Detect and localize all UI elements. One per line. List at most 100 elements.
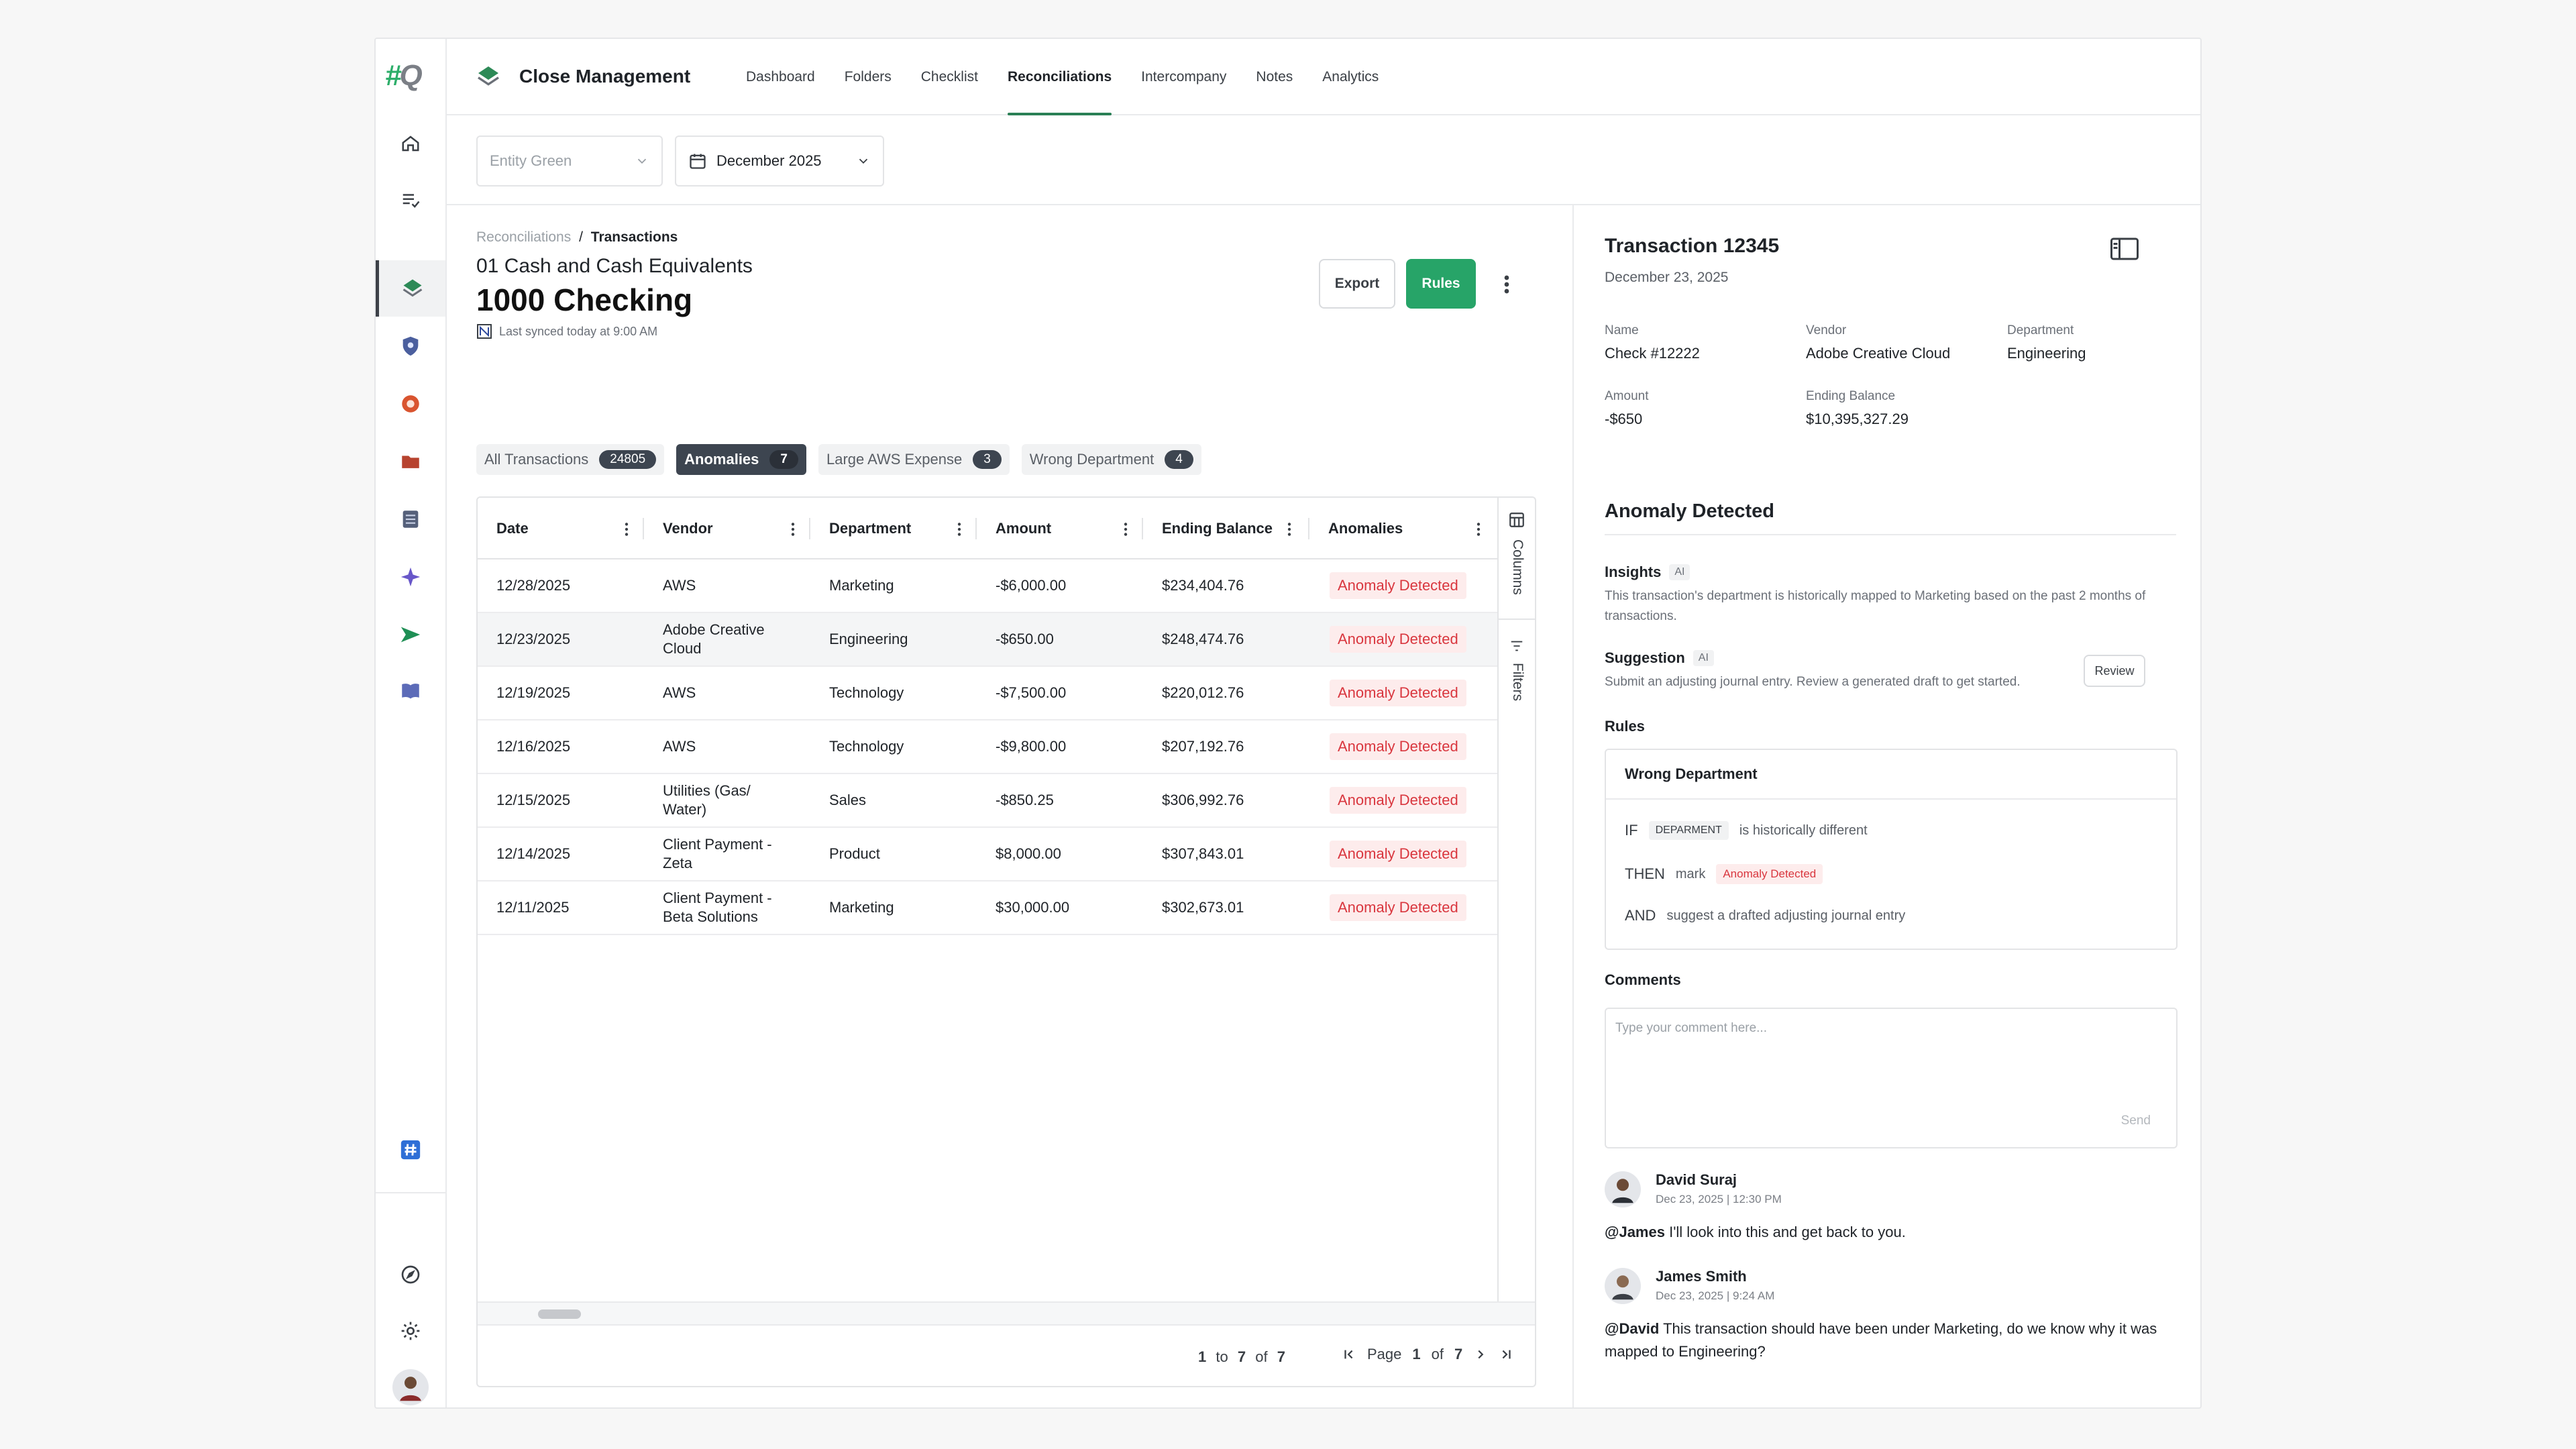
folder-icon[interactable] xyxy=(376,433,445,490)
chevron-down-icon xyxy=(859,158,868,164)
column-menu-icon[interactable] xyxy=(1476,521,1481,538)
rule-if-line: IF DEPARMENT is historically different xyxy=(1625,821,1868,840)
table-row[interactable]: 12/11/2025 Client Payment - Beta Solutio… xyxy=(478,881,1497,935)
filters-toggle[interactable]: Filters xyxy=(1510,663,1525,702)
cell-amount: $30,000.00 xyxy=(996,899,1070,916)
entity-select[interactable]: Entity Green xyxy=(476,136,663,186)
column-header-label: Department xyxy=(829,520,912,537)
export-button[interactable]: Export xyxy=(1319,259,1395,309)
next-page-icon[interactable] xyxy=(1473,1347,1488,1362)
tab-analytics[interactable]: Analytics xyxy=(1322,69,1379,85)
field-label: Name xyxy=(1605,323,1639,337)
close-management-icon[interactable] xyxy=(376,260,445,317)
task-list-icon[interactable] xyxy=(376,172,445,228)
cell-department: Technology xyxy=(829,684,904,701)
chip-wrong-department[interactable]: Wrong Department 4 xyxy=(1021,444,1201,475)
last-page-icon[interactable] xyxy=(1499,1347,1513,1362)
table-row[interactable]: 12/15/2025 Utilities (Gas/ Water) Sales … xyxy=(478,774,1497,828)
top-header: Close Management Dashboard Folders Check… xyxy=(447,39,2200,115)
tab-intercompany[interactable]: Intercompany xyxy=(1141,69,1227,85)
field-value: Engineering xyxy=(2007,345,2086,362)
table-row-selected[interactable]: 12/23/2025 Adobe Creative Cloud Engineer… xyxy=(478,613,1497,667)
period-select-value: December 2025 xyxy=(716,152,822,169)
rule-keyword: AND xyxy=(1625,907,1656,924)
anomaly-badge: Anomaly Detected xyxy=(1330,787,1466,814)
page-title: 1000 Checking xyxy=(476,282,693,317)
send-icon[interactable] xyxy=(376,606,445,663)
horizontal-scrollbar[interactable] xyxy=(478,1301,1535,1324)
tab-folders[interactable]: Folders xyxy=(844,69,892,85)
comment-input[interactable]: Type your comment here... Send xyxy=(1605,1008,2178,1148)
chip-large-aws-expense[interactable]: Large AWS Expense 3 xyxy=(818,444,1010,475)
suggestion-label: Suggestion AI xyxy=(1605,649,1714,667)
column-header-ending-balance[interactable]: Ending Balance xyxy=(1143,498,1309,559)
gear-icon[interactable] xyxy=(376,1303,445,1359)
column-menu-icon[interactable] xyxy=(1123,521,1128,538)
column-header-amount[interactable]: Amount xyxy=(977,498,1143,559)
insights-label: Insights AI xyxy=(1605,564,1690,581)
columns-toggle[interactable]: Columns xyxy=(1510,539,1525,595)
comment-timestamp: Dec 23, 2025 | 9:24 AM xyxy=(1656,1289,1775,1302)
breadcrumb-parent[interactable]: Reconciliations xyxy=(476,229,572,245)
column-header-date[interactable]: Date xyxy=(478,498,644,559)
rail-divider xyxy=(376,1192,445,1193)
columns-icon[interactable] xyxy=(1508,511,1525,529)
table-row[interactable]: 12/28/2025 AWS Marketing -$6,000.00 $234… xyxy=(478,559,1497,613)
sparkle-icon[interactable] xyxy=(376,549,445,605)
anomaly-badge: Anomaly Detected xyxy=(1330,841,1466,867)
column-header-label: Vendor xyxy=(663,520,713,537)
mention[interactable]: @James xyxy=(1605,1224,1665,1240)
page-current: 1 xyxy=(1412,1346,1421,1362)
chip-all-transactions[interactable]: All Transactions 24805 xyxy=(476,444,665,475)
table-row[interactable]: 12/19/2025 AWS Technology -$7,500.00 $22… xyxy=(478,667,1497,720)
home-icon[interactable] xyxy=(376,115,445,172)
first-page-icon[interactable] xyxy=(1342,1347,1356,1362)
tab-notes[interactable]: Notes xyxy=(1256,69,1293,85)
chip-anomalies[interactable]: Anomalies 7 xyxy=(676,444,806,475)
column-separator xyxy=(643,518,644,539)
compass-icon[interactable] xyxy=(376,1246,445,1303)
tab-reconciliations[interactable]: Reconciliations xyxy=(993,39,1126,115)
user-avatar[interactable] xyxy=(376,1359,445,1407)
column-menu-icon[interactable] xyxy=(957,521,962,538)
tab-dashboard[interactable]: Dashboard xyxy=(746,69,815,85)
pagination: 1 to 7 of 7 Page 1 of 7 xyxy=(478,1324,1535,1386)
app-logo[interactable]: # Q xyxy=(385,59,423,92)
column-separator xyxy=(809,518,810,539)
column-menu-icon[interactable] xyxy=(790,521,796,538)
panel-toggle-icon[interactable] xyxy=(2110,237,2139,264)
filter-icon[interactable] xyxy=(1509,639,1524,653)
rule-anomaly-tag: Anomaly Detected xyxy=(1716,864,1823,884)
send-button[interactable]: Send xyxy=(2121,1114,2151,1128)
shield-icon[interactable] xyxy=(376,318,445,374)
suggestion-text: Submit an adjusting journal entry. Revie… xyxy=(1605,675,2021,689)
scrollbar-thumb[interactable] xyxy=(538,1309,581,1319)
rules-button[interactable]: Rules xyxy=(1406,259,1476,309)
table-row[interactable]: 12/16/2025 AWS Technology -$9,800.00 $20… xyxy=(478,720,1497,774)
column-header-anomalies[interactable]: Anomalies xyxy=(1309,498,1497,559)
period-select[interactable]: December 2025 xyxy=(675,136,884,186)
book-icon[interactable] xyxy=(376,663,445,719)
tab-checklist[interactable]: Checklist xyxy=(920,69,978,85)
account-subtitle: 01 Cash and Cash Equivalents xyxy=(476,255,753,277)
column-header-label: Amount xyxy=(996,520,1052,537)
column-menu-icon[interactable] xyxy=(1287,521,1292,538)
review-button[interactable]: Review xyxy=(2084,655,2145,687)
ai-tag: AI xyxy=(1693,650,1714,666)
column-menu-icon[interactable] xyxy=(624,521,629,538)
chip-count: 3 xyxy=(973,450,1002,469)
more-options-icon[interactable] xyxy=(1503,271,1511,301)
lifebuoy-icon[interactable] xyxy=(376,376,445,432)
database-icon[interactable] xyxy=(376,491,445,547)
cell-date: 12/28/2025 xyxy=(496,577,571,594)
cell-ending-balance: $207,192.76 xyxy=(1162,738,1244,755)
hashtag-app-icon[interactable] xyxy=(376,1122,445,1178)
cell-amount: -$7,500.00 xyxy=(996,684,1067,701)
table-row[interactable]: 12/14/2025 Client Payment - Zeta Product… xyxy=(478,828,1497,881)
column-header-vendor[interactable]: Vendor xyxy=(644,498,810,559)
comment-body: @David This transaction should have been… xyxy=(1605,1318,2182,1363)
mention[interactable]: @David xyxy=(1605,1320,1660,1337)
ai-tag: AI xyxy=(1669,564,1690,580)
transaction-detail-panel: Transaction 12345 December 23, 2025 Name… xyxy=(1574,205,2200,1407)
column-header-department[interactable]: Department xyxy=(810,498,977,559)
